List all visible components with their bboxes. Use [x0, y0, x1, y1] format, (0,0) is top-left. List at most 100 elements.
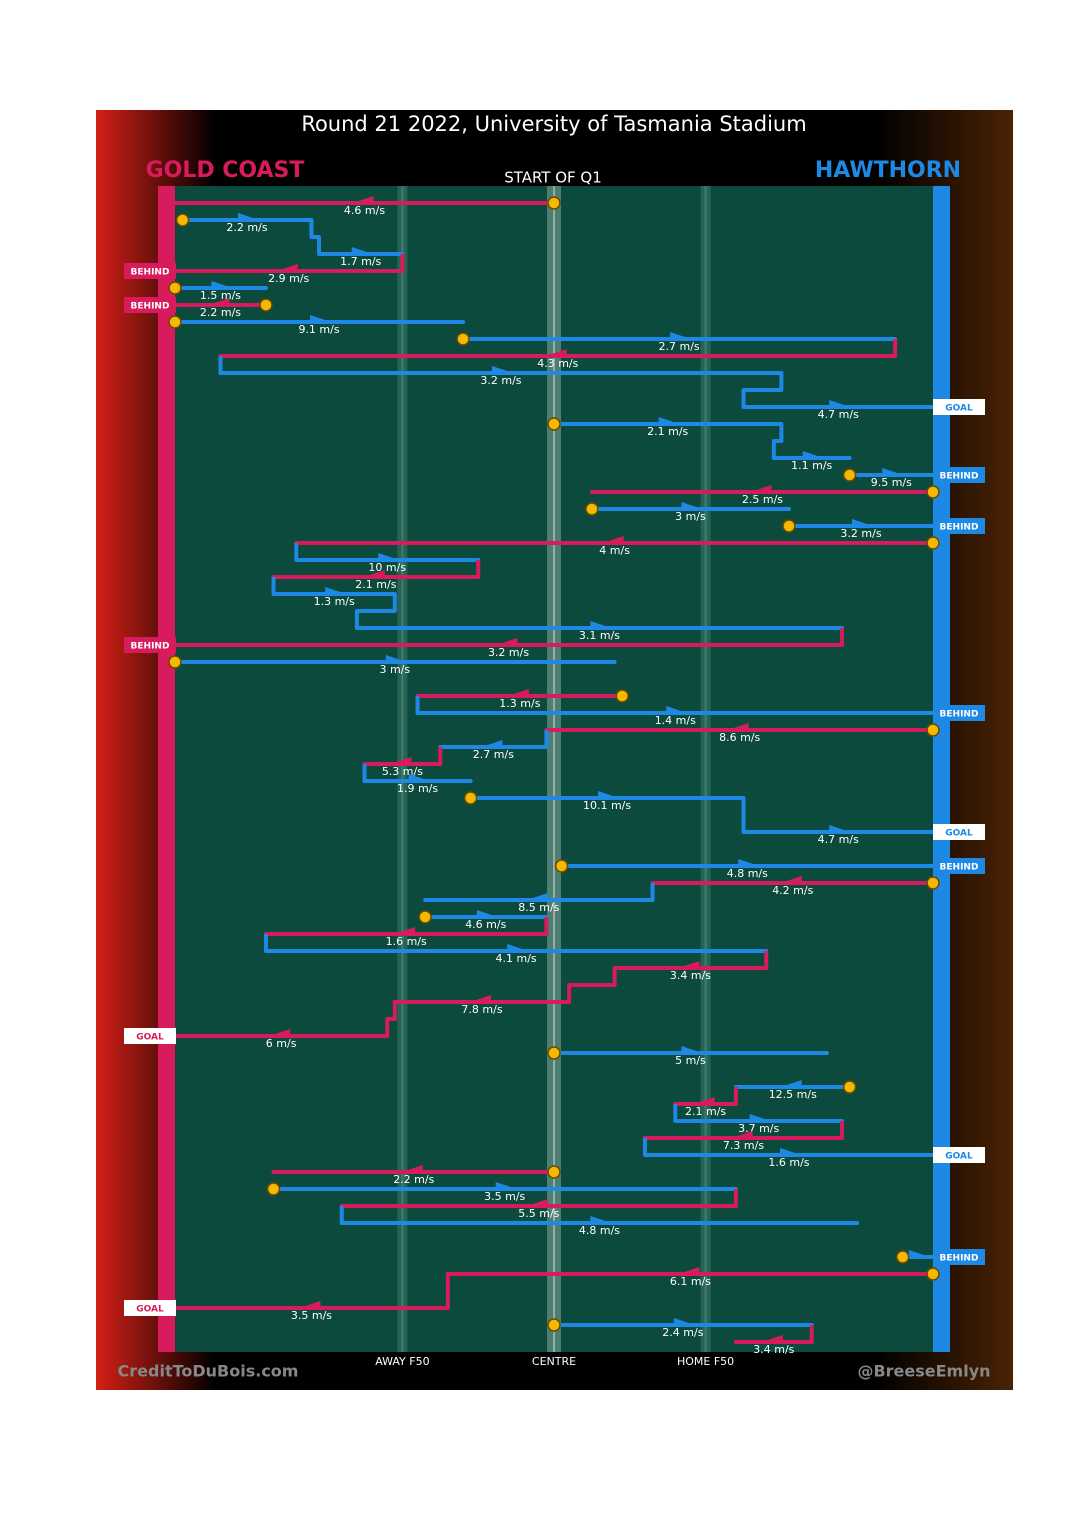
speed-label: 4.8 m/s — [579, 1224, 620, 1237]
arrow — [738, 859, 757, 868]
stoppage-marker — [463, 791, 478, 805]
stoppage-marker — [842, 468, 857, 482]
arrow — [355, 196, 374, 205]
arrow — [670, 332, 689, 341]
result-tag — [933, 399, 985, 415]
stoppage-marker — [926, 876, 940, 890]
speed-label: 6 m/s — [266, 1037, 297, 1050]
arrow — [681, 1046, 700, 1055]
result-tag — [124, 1028, 176, 1044]
result-label: GOAL — [136, 1305, 164, 1315]
speed-label: 1.6 m/s — [386, 935, 427, 948]
arrow — [730, 723, 749, 732]
stoppage-marker — [418, 910, 432, 924]
arrow — [908, 1250, 927, 1259]
speed-label: 10.1 m/s — [583, 799, 631, 812]
result-label: GOAL — [136, 1033, 164, 1043]
speed-label: 2.1 m/s — [685, 1105, 726, 1118]
result-tag — [124, 637, 176, 653]
speed-label: 2.7 m/s — [473, 748, 514, 761]
speed-label: 1.1 m/s — [791, 459, 832, 472]
arrow — [673, 1318, 692, 1327]
result-label: BEHIND — [131, 302, 170, 312]
result-tag — [933, 858, 985, 874]
speed-label: 2.4 m/s — [662, 1326, 703, 1339]
arrow — [681, 961, 700, 970]
speed-label: 2.7 m/s — [658, 340, 699, 353]
stoppage-marker — [782, 519, 796, 533]
speed-label: 3.4 m/s — [753, 1343, 794, 1356]
arrow — [325, 587, 344, 596]
arrow — [696, 1097, 715, 1106]
speed-label: 7.8 m/s — [461, 1003, 502, 1016]
arrow — [783, 1080, 802, 1089]
speed-label: 1.5 m/s — [200, 289, 241, 302]
speed-label: 4.1 m/s — [496, 952, 537, 965]
stoppage-marker — [547, 417, 561, 431]
result-tag — [124, 297, 176, 313]
speed-label: 5.3 m/s — [382, 765, 423, 778]
speed-label: 3.1 m/s — [579, 629, 620, 642]
arrow — [598, 791, 617, 800]
speed-label: 5.5 m/s — [518, 1207, 559, 1220]
result-tag — [933, 518, 985, 534]
speed-label: 1.7 m/s — [340, 255, 381, 268]
stoppage-marker — [842, 1080, 857, 1094]
speed-label: 1.3 m/s — [314, 595, 355, 608]
speed-label: 1.9 m/s — [397, 782, 438, 795]
arrow — [385, 655, 404, 664]
connector — [771, 424, 784, 458]
result-tag — [933, 824, 985, 840]
speed-label: 9.1 m/s — [298, 323, 339, 336]
arrow — [529, 1199, 548, 1208]
speed-label: 7.3 m/s — [723, 1139, 764, 1152]
result-label: BEHIND — [131, 642, 170, 652]
speed-label: 3.2 m/s — [480, 374, 521, 387]
arrow — [510, 689, 529, 698]
period: START OF Q1 — [504, 169, 602, 187]
stoppage-marker — [456, 332, 470, 346]
arrow — [529, 893, 548, 902]
zone-label: CENTRE — [532, 1355, 576, 1368]
zone-label: AWAY F50 — [375, 1355, 429, 1368]
speed-label: 1.3 m/s — [499, 697, 540, 710]
result-label: BEHIND — [940, 710, 979, 720]
result-tag — [124, 263, 176, 279]
speed-label: 4.7 m/s — [818, 833, 859, 846]
speed-label: 4.7 m/s — [818, 408, 859, 421]
arrow — [351, 247, 370, 256]
arrow — [495, 1182, 514, 1191]
arrow — [404, 1165, 423, 1174]
arrow — [783, 876, 802, 885]
arrow — [753, 485, 772, 494]
stoppage-marker — [547, 1046, 561, 1060]
arrow — [310, 315, 329, 324]
speed-label: 3.5 m/s — [291, 1309, 332, 1322]
speed-label: 1.6 m/s — [768, 1156, 809, 1169]
speed-label: 4 m/s — [599, 544, 630, 557]
result-tag — [933, 467, 985, 483]
result-label: BEHIND — [131, 268, 170, 278]
arrow — [590, 1216, 609, 1225]
stoppage-marker — [554, 859, 569, 873]
stoppage-marker — [895, 1250, 910, 1264]
arrow — [484, 740, 503, 749]
result-label: GOAL — [945, 404, 973, 414]
arrow — [507, 944, 526, 953]
speed-label: 3 m/s — [675, 510, 706, 523]
speed-label: 12.5 m/s — [769, 1088, 817, 1101]
stoppage-marker — [547, 1318, 561, 1332]
speed-label: 2.5 m/s — [742, 493, 783, 506]
connector — [354, 594, 397, 628]
speed-label: 2.1 m/s — [647, 425, 688, 438]
arrow — [279, 264, 298, 273]
arrow — [211, 298, 230, 307]
zone-label: HOME F50 — [677, 1355, 734, 1368]
connector — [309, 220, 322, 254]
speed-label: 2.2 m/s — [226, 221, 267, 234]
right-team: HAWTHORN — [815, 158, 961, 183]
speed-label: 2.2 m/s — [200, 306, 241, 319]
arrow — [393, 757, 412, 766]
left-team: GOLD COAST — [146, 158, 305, 183]
